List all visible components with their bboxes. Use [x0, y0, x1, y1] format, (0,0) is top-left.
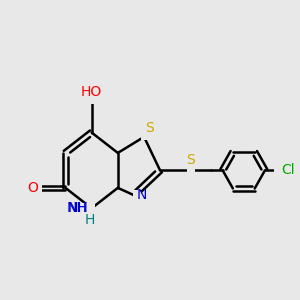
Text: N: N — [137, 188, 147, 202]
Bar — [274, 166, 287, 175]
Text: NH: NH — [67, 201, 87, 215]
Bar — [187, 163, 195, 172]
Bar — [79, 203, 95, 213]
Bar — [85, 94, 98, 104]
Text: H: H — [85, 214, 95, 227]
Text: S: S — [146, 122, 154, 135]
Text: S: S — [186, 154, 195, 167]
Bar — [82, 204, 95, 213]
Bar — [86, 216, 94, 225]
Text: Cl: Cl — [281, 164, 295, 177]
Text: NH: NH — [68, 201, 89, 215]
Bar — [133, 190, 141, 200]
Text: HO: HO — [81, 85, 102, 99]
Bar — [141, 131, 150, 140]
Text: O: O — [27, 181, 38, 195]
Bar — [34, 183, 42, 193]
